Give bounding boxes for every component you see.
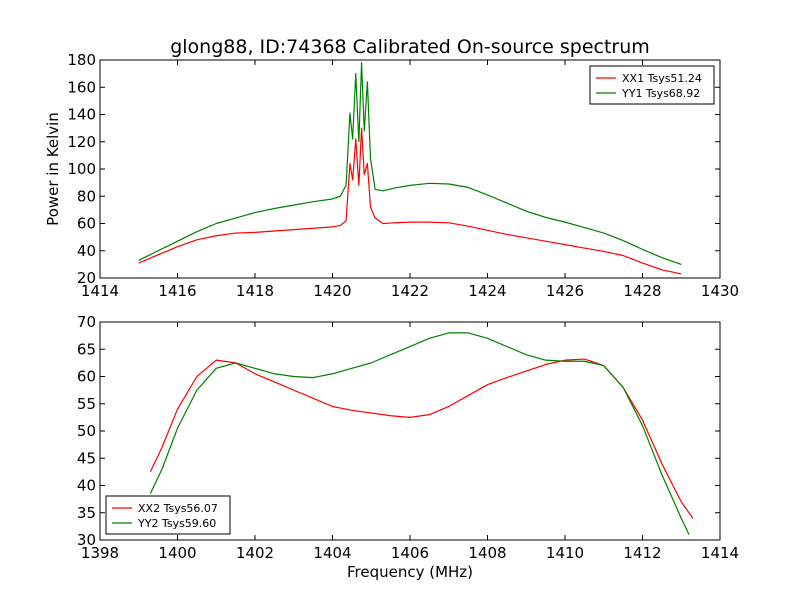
chart-title: glong88, ID:74368 Calibrated On-source s… [170,36,650,58]
y-tick-label: 100 [67,160,96,178]
legend-box [105,495,231,535]
series-line-yy1-tsys68-92 [138,62,682,265]
x-axis-label: Frequency (MHz) [347,563,473,581]
x-tick-label: 1428 [623,282,661,300]
x-tick-label: 1424 [468,282,506,300]
x-tick-label: 1414 [701,544,739,562]
x-tick-label: 1408 [468,544,506,562]
y-tick-label: 80 [77,187,96,205]
y-tick-label: 30 [77,531,96,549]
y-tick-label: 20 [77,269,96,287]
y-tick-label: 35 [77,504,96,522]
legend: XX2 Tsys56.07 YY2 Tsys59.60 [105,495,231,535]
y-tick-label: 120 [67,133,96,151]
y-tick-label: 60 [77,215,96,233]
x-tick-label: 1402 [236,544,274,562]
y-tick-label: 60 [77,368,96,386]
series-line-yy2-tsys59-60 [149,332,690,535]
x-tick-label: 1426 [546,282,584,300]
x-tick-label: 1398 [81,544,119,562]
y-tick-label: 65 [77,340,96,358]
x-tick-label: 1410 [546,544,584,562]
top-panel: 1414 1416 1418 1420 1422 1424 1426 1428 1430 20 40… [44,51,739,300]
legend-label: XX2 Tsys56.07 [138,502,218,515]
y-tick-label: 45 [77,449,96,467]
series-line-xx1-tsys51-24 [138,127,682,275]
x-tick-label: 1416 [158,282,196,300]
x-tick-label: 1404 [313,544,351,562]
x-tick-label: 1412 [623,544,661,562]
x-tick-label: 1430 [701,282,739,300]
x-tick-label: 1422 [391,282,429,300]
y-tick-label: 140 [67,106,96,124]
legend-label: YY1 Tsys68.92 [621,87,700,100]
y-tick-label: 40 [77,242,96,260]
x-tick-label: 1418 [236,282,274,300]
legend-box [589,65,715,105]
x-tick-label: 1414 [81,282,119,300]
y-tick-label: 70 [77,313,96,331]
x-tick-label: 1420 [313,282,351,300]
legend-label: XX1 Tsys51.24 [622,72,702,85]
x-tick-label: 1400 [158,544,196,562]
bottom-panel: 1398 1400 1402 1404 1406 1408 1410 1412 1414 30 35… [77,313,739,581]
legend-label: YY2 Tsys59.60 [137,517,216,530]
x-tick-label: 1406 [391,544,429,562]
legend: XX1 Tsys51.24 YY1 Tsys68.92 [589,65,715,105]
y-tick-label: 55 [77,395,96,413]
y-tick-label: 180 [67,51,96,69]
y-axis-label: Power in Kelvin [44,112,62,226]
y-tick-label: 40 [77,477,96,495]
y-tick-label: 50 [77,422,96,440]
y-tick-label: 160 [67,78,96,96]
